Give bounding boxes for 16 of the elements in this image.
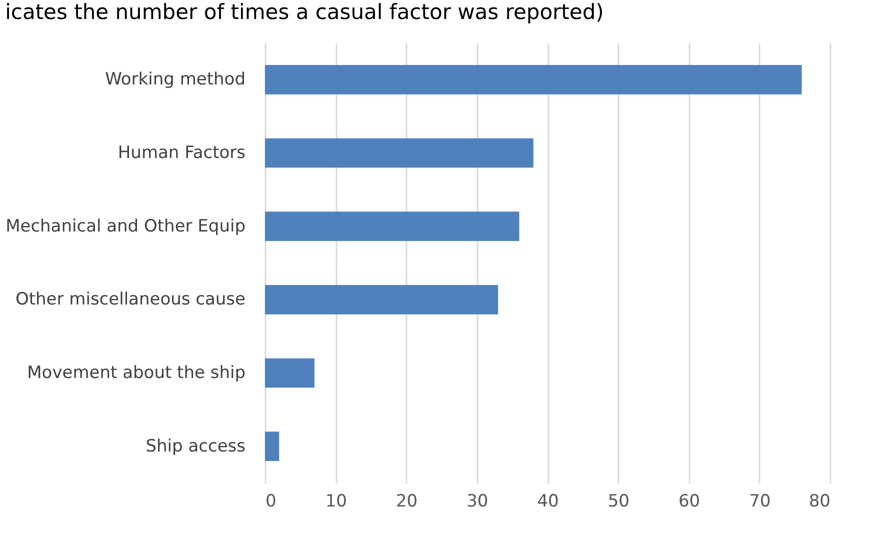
y-tick-label: Other miscellaneous cause (15, 290, 246, 310)
y-tick-label: Human Factors (118, 143, 246, 163)
x-tick-label: 40 (537, 492, 559, 512)
x-tick-label: 20 (396, 492, 418, 512)
y-tick-label: Mechanical and Other Equip (6, 216, 246, 236)
x-tick-label: 10 (325, 492, 347, 512)
chart-title: icates the number of times a casual factor was reported) (5, 0, 604, 24)
x-tick-label: 0 (266, 492, 276, 512)
x-tick-label: 60 (678, 492, 700, 512)
y-tick-label: Working method (105, 70, 246, 90)
y-tick-label: Ship access (146, 436, 246, 456)
x-tick-label: 70 (749, 492, 771, 512)
y-tick-label: Movement about the ship (27, 363, 246, 383)
x-tick-label: 50 (608, 492, 630, 512)
x-tick-label: 80 (808, 492, 830, 512)
x-tick-label: 30 (466, 492, 488, 512)
